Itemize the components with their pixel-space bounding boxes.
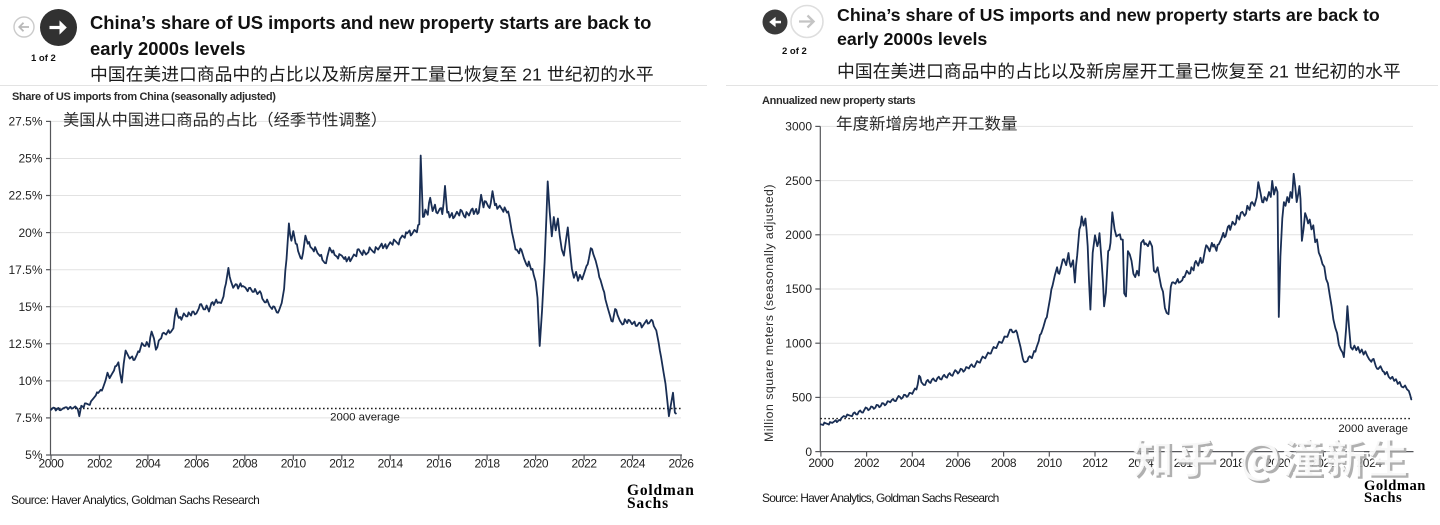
- svg-text:2000: 2000: [808, 456, 834, 470]
- svg-text:2006: 2006: [945, 456, 971, 470]
- svg-text:25%: 25%: [18, 152, 42, 166]
- svg-text:2016: 2016: [426, 457, 452, 471]
- svg-text:2010: 2010: [1037, 456, 1063, 470]
- svg-text:15%: 15%: [18, 300, 42, 314]
- svg-text:0: 0: [805, 445, 812, 459]
- svg-text:2018: 2018: [475, 457, 501, 471]
- svg-text:2020: 2020: [523, 457, 549, 471]
- svg-text:500: 500: [792, 391, 812, 405]
- svg-text:22.5%: 22.5%: [8, 189, 42, 203]
- svg-text:2000 average: 2000 average: [1338, 423, 1408, 435]
- svg-text:Million square meters (seasona: Million square meters (seasonally adjust…: [762, 184, 776, 442]
- svg-text:2000: 2000: [38, 457, 64, 471]
- svg-text:7.5%: 7.5%: [15, 411, 43, 425]
- svg-text:21: 21: [1264, 62, 1294, 82]
- svg-text:2008: 2008: [991, 456, 1017, 470]
- svg-text:2000 average: 2000 average: [330, 412, 400, 424]
- svg-text:5%: 5%: [25, 448, 43, 462]
- svg-text:2000: 2000: [785, 228, 812, 242]
- svg-text:21: 21: [517, 65, 547, 85]
- svg-text:2008: 2008: [232, 457, 258, 471]
- svg-text:2026: 2026: [668, 457, 694, 471]
- svg-text:2018: 2018: [1219, 456, 1245, 470]
- svg-text:2006: 2006: [184, 457, 210, 471]
- svg-text:2012: 2012: [329, 457, 355, 471]
- svg-text:1000: 1000: [785, 336, 812, 350]
- svg-text:2004: 2004: [135, 457, 161, 471]
- svg-text:2014: 2014: [378, 457, 404, 471]
- svg-text:2002: 2002: [854, 456, 880, 470]
- svg-text:10%: 10%: [18, 374, 42, 388]
- svg-text:20%: 20%: [18, 226, 42, 240]
- svg-text:2010: 2010: [281, 457, 307, 471]
- svg-text:17.5%: 17.5%: [8, 263, 42, 277]
- svg-text:2004: 2004: [900, 456, 926, 470]
- svg-text:2024: 2024: [620, 457, 646, 471]
- svg-text:2500: 2500: [785, 174, 812, 188]
- svg-text:27.5%: 27.5%: [8, 115, 42, 129]
- svg-text:3000: 3000: [785, 120, 812, 134]
- svg-text:2022: 2022: [572, 457, 598, 471]
- svg-text:12.5%: 12.5%: [8, 337, 42, 351]
- svg-text:2002: 2002: [87, 457, 113, 471]
- svg-text:2012: 2012: [1082, 456, 1108, 470]
- svg-text:1500: 1500: [785, 282, 812, 296]
